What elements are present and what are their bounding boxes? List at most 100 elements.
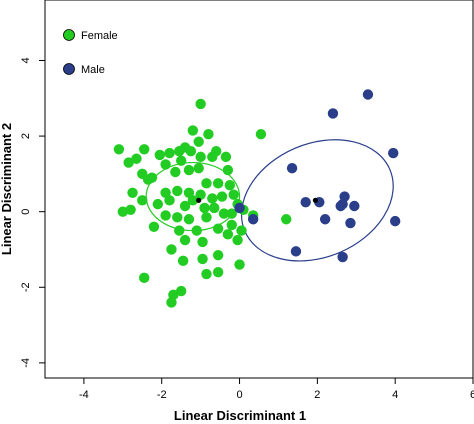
point-female-10 [185,146,197,157]
series-female [113,98,292,308]
point-male-8 [349,200,360,212]
point-male-5 [300,197,311,208]
point-male-10 [319,214,331,225]
point-female-38 [127,187,138,198]
point-female-62 [222,229,234,240]
x-tick-label: 4 [392,389,398,401]
point-female-16 [113,144,125,155]
point-female-26 [201,178,212,189]
point-female-66 [212,249,224,261]
point-female-43 [164,195,175,206]
point-female-13 [207,151,218,163]
point-female-31 [172,185,183,197]
point-female-73 [139,272,150,284]
point-male-14 [290,246,302,257]
point-female-35 [216,191,228,202]
point-female-1 [255,128,267,140]
y-axis-title: Linear Discriminant 2 [0,123,14,255]
point-male-2 [388,147,399,159]
legend: Female Male [63,29,118,76]
point-female-18 [131,153,142,164]
point-female-25 [193,163,204,174]
point-female-68 [177,255,189,267]
point-female-41 [117,206,129,217]
legend-swatch-female [63,29,75,41]
point-female-56 [148,221,160,232]
point-female-3 [203,128,214,140]
point-female-28 [222,164,234,176]
x-axis: -4 -2 0 2 4 6 [79,377,474,401]
x-tick-label: 6 [470,389,474,401]
point-female-7 [154,149,165,161]
point-female-49 [226,208,237,219]
point-male-12 [345,217,356,229]
point-female-55 [201,212,212,223]
y-tick-label: 2 [20,133,32,139]
point-female-53 [172,212,183,223]
point-male-15 [337,251,348,263]
points-layer [113,89,401,308]
point-female-77 [281,214,292,225]
point-female-45 [187,195,199,206]
point-female-21 [146,172,158,183]
point-female-29 [224,180,236,191]
point-female-69 [197,253,208,265]
point-female-46 [199,202,210,214]
point-female-59 [212,223,224,234]
point-female-42 [152,198,164,210]
point-female-23 [170,166,181,178]
point-female-63 [232,234,243,246]
point-male-9 [234,202,245,214]
point-female-71 [234,259,245,270]
x-tick-label: 0 [236,389,242,401]
plot-frame [44,0,474,379]
y-tick-label: -2 [20,282,32,292]
point-male-3 [286,163,298,174]
point-male-11 [247,214,259,225]
series-male [234,89,401,263]
point-female-12 [195,151,206,163]
point-female-6 [139,144,150,155]
point-female-54 [183,214,195,225]
legend-swatch-male [63,63,75,75]
point-female-64 [179,234,191,246]
point-female-36 [228,189,239,200]
point-female-4 [193,136,204,147]
point-female-60 [226,219,237,231]
x-tick-label: -4 [79,389,89,401]
y-tick-label: 4 [20,57,32,63]
point-female-67 [166,244,177,255]
point-female-75 [175,285,187,297]
point-male-16 [337,198,348,210]
point-female-52 [160,210,171,221]
point-female-72 [212,266,224,278]
point-female-44 [179,200,191,212]
point-female-58 [191,225,202,236]
centroid-male [312,197,319,203]
point-female-0 [195,98,206,110]
point-female-24 [183,164,195,176]
point-female-22 [160,159,171,170]
point-female-65 [197,236,208,248]
point-female-17 [123,157,134,168]
point-male-13 [389,215,401,227]
centroid-female [196,197,202,203]
point-female-15 [175,155,187,166]
y-axis: -4 -2 0 2 4 [20,57,46,368]
point-female-48 [218,208,230,219]
point-female-9 [174,146,185,157]
point-female-8 [164,147,175,159]
point-female-57 [174,225,185,236]
point-female-61 [236,225,247,236]
x-axis-title: Linear Discriminant 1 [174,408,306,423]
point-female-70 [201,268,212,280]
legend-label-female: Female [81,30,118,42]
centroids-layer [196,197,319,203]
point-female-40 [125,204,136,215]
x-tick-label: -2 [157,389,167,401]
legend-label-male: Male [81,64,105,76]
point-male-1 [327,108,339,119]
point-female-39 [137,195,148,206]
point-female-76 [166,297,177,308]
